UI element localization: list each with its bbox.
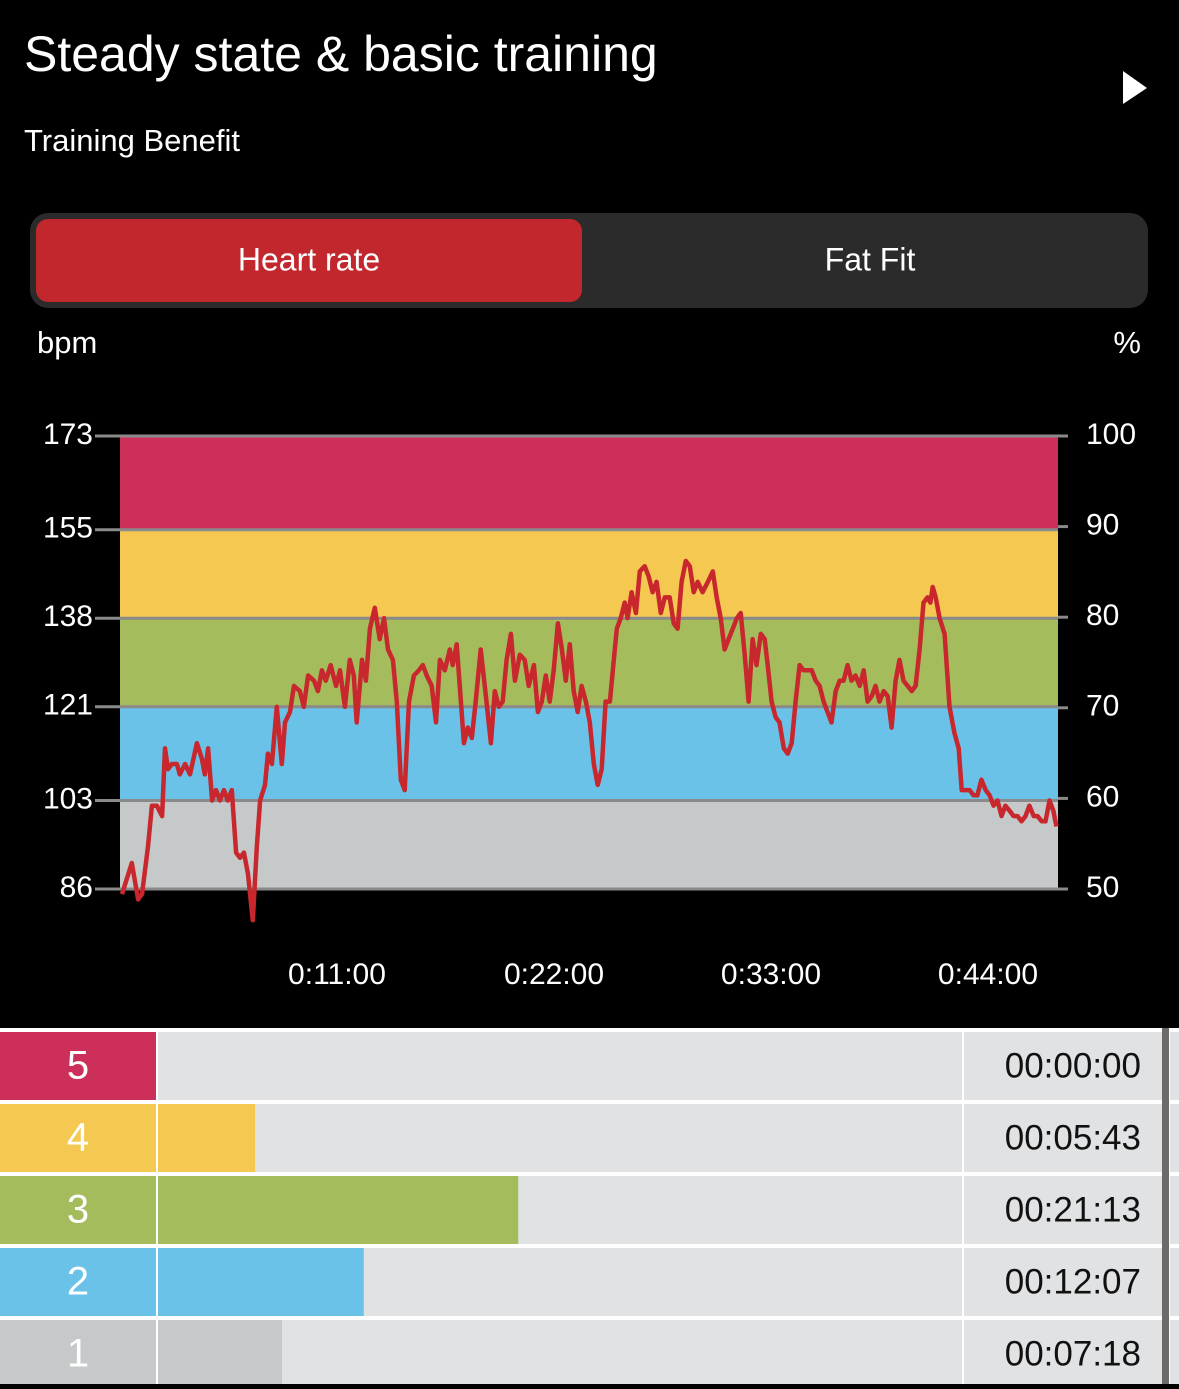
zone-number: 5 [67,1044,89,1088]
zone-cell [0,1248,156,1316]
y-tick-label: 155 [43,512,93,545]
zone-time: 00:05:43 [1005,1118,1141,1157]
zone-cell [0,1032,156,1100]
x-tick-label: 0:22:00 [504,958,604,991]
y2-tick-label: 80 [1086,599,1119,632]
zone-band [120,529,1058,619]
zone-number: 1 [67,1332,89,1376]
time-cell [964,1104,1162,1172]
y2-tick-label: 70 [1086,690,1119,723]
tab-active[interactable] [36,219,582,302]
zone-time: 00:07:18 [1005,1334,1141,1373]
y2-tick-label: 100 [1086,418,1136,451]
page-subtitle: Training Benefit [24,123,240,158]
zone-bar [158,1320,282,1388]
zone-band [120,800,1058,889]
zone-time: 00:00:00 [1005,1046,1141,1085]
y2-tick-label: 50 [1086,871,1119,904]
page-title: Steady state & basic training [24,26,658,82]
time-cell [964,1176,1162,1244]
right-edge [1170,1176,1179,1244]
scrollbar [1162,1028,1169,1384]
zone-number: 2 [67,1260,89,1304]
right-edge [1170,1248,1179,1316]
zone-time: 00:12:07 [1005,1262,1141,1301]
zone-cell [0,1176,156,1244]
right-edge [1170,1032,1179,1100]
zone-track [158,1104,962,1172]
x-tick-label: 0:44:00 [938,958,1038,991]
time-cell [964,1320,1162,1388]
x-tick-label: 0:33:00 [721,958,821,991]
zone-cell [0,1320,156,1388]
zone-number: 3 [67,1188,89,1232]
zone-track [158,1320,962,1388]
zone-band [120,436,1058,530]
y2-axis-label: % [1113,325,1141,360]
y-tick-label: 173 [43,418,93,451]
tab[interactable]: Fat Fit [825,241,916,277]
x-tick-label: 0:11:00 [288,958,386,991]
zone-number: 4 [67,1116,89,1160]
zone-bar [158,1176,519,1244]
y-tick-label: 138 [43,600,93,633]
next-button[interactable] [1123,71,1147,104]
time-cell [964,1032,1162,1100]
y2-tick-label: 60 [1086,780,1119,813]
y-tick-label: 86 [60,871,93,904]
time-cell [964,1248,1162,1316]
zone-track [158,1032,962,1100]
zone-time: 00:21:13 [1005,1190,1141,1229]
zone-bar [158,1104,256,1172]
tab[interactable]: Heart rate [238,241,380,277]
heart-rate-line [119,558,1059,923]
zone-cell [0,1104,156,1172]
right-edge [1170,1104,1179,1172]
y2-tick-label: 90 [1086,509,1119,542]
y-tick-label: 103 [43,782,93,815]
y-axis-label: bpm [37,325,97,360]
right-edge [1170,1320,1179,1388]
zone-bar [158,1248,364,1316]
y-tick-label: 121 [43,689,93,722]
